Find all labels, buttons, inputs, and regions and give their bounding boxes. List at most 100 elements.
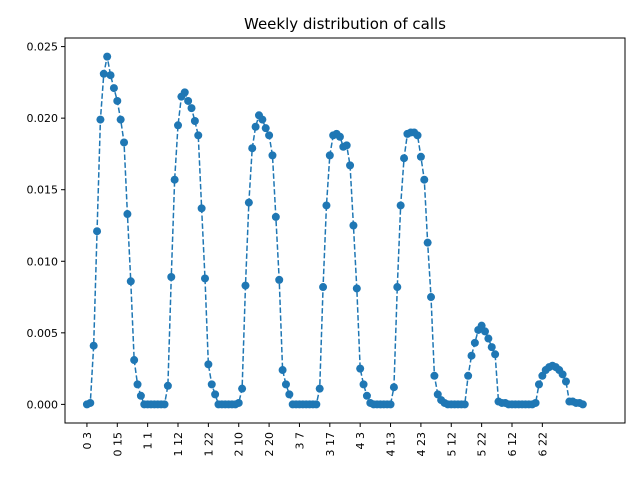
data-point — [133, 380, 142, 389]
data-point — [120, 138, 129, 147]
data-point — [190, 117, 199, 126]
x-tick-label: 3 17 — [324, 432, 337, 457]
data-point — [113, 96, 122, 105]
data-point — [234, 398, 243, 407]
data-point — [194, 131, 203, 140]
x-tick-label: 5 12 — [445, 432, 458, 457]
data-point — [413, 131, 422, 140]
y-tick-label: 0.000 — [27, 398, 59, 411]
data-point — [416, 152, 425, 161]
data-point — [136, 391, 145, 400]
data-point — [126, 277, 135, 286]
data-point — [561, 377, 570, 386]
data-point — [396, 201, 405, 210]
data-point — [285, 390, 294, 399]
data-point — [116, 115, 125, 124]
axes-frame — [64, 37, 626, 424]
data-point — [261, 124, 270, 133]
x-tick-label: 5 22 — [476, 432, 489, 457]
data-point — [268, 151, 277, 160]
x-axis: 0 3 0 15 1 1 1 12 1 22 2 10 2 20 3 7 3 17 4 3 4 13… — [81, 423, 549, 457]
data-point — [258, 115, 267, 124]
data-point — [325, 151, 334, 160]
data-point — [197, 204, 206, 213]
data-point — [275, 275, 284, 284]
x-tick-label: 1 12 — [172, 432, 185, 457]
data-point — [244, 198, 253, 207]
data-point — [238, 384, 247, 393]
x-tick-label: 1 22 — [202, 432, 215, 457]
data-point — [484, 334, 493, 343]
data-point — [400, 154, 409, 163]
data-point — [322, 201, 331, 210]
data-point — [420, 175, 429, 184]
data-point — [163, 381, 172, 390]
data-point — [130, 356, 139, 365]
x-tick-label: 6 12 — [506, 432, 519, 457]
data-point — [278, 366, 287, 375]
data-point — [315, 384, 324, 393]
data-point — [578, 400, 587, 409]
data-point — [204, 360, 213, 369]
data-point — [248, 144, 257, 153]
x-tick-label: 6 22 — [536, 432, 549, 457]
x-tick-label: 3 7 — [293, 432, 306, 450]
chart-title: Weekly distribution of calls — [244, 15, 446, 33]
data-point — [312, 400, 321, 409]
data-point — [470, 338, 479, 347]
data-point — [180, 88, 189, 97]
data-point — [460, 400, 469, 409]
data-point — [335, 132, 344, 141]
data-point — [352, 284, 361, 293]
data-point — [109, 84, 118, 93]
data-point — [103, 52, 112, 61]
y-axis: 0.000 0.005 0.010 0.015 0.020 0.025 — [27, 41, 65, 411]
data-point — [423, 238, 432, 247]
data-point — [356, 364, 365, 373]
data-point — [201, 274, 209, 283]
y-tick-label: 0.010 — [27, 255, 59, 268]
x-tick-label: 0 3 — [81, 432, 94, 450]
data-point — [342, 141, 351, 150]
data-point — [86, 398, 95, 407]
data-point — [123, 210, 132, 219]
x-tick-label: 2 10 — [233, 432, 246, 457]
data-point — [393, 283, 402, 292]
data-point — [160, 400, 169, 409]
x-tick-label: 4 13 — [385, 432, 398, 457]
data-point — [93, 227, 102, 236]
data-point — [170, 175, 179, 184]
data-point — [211, 390, 220, 399]
data-point — [534, 380, 543, 389]
data-point — [349, 221, 358, 230]
data-point — [481, 327, 489, 336]
data-point — [467, 351, 476, 360]
data-point — [389, 383, 398, 392]
data-point — [106, 71, 115, 80]
data-point — [346, 161, 355, 170]
data-point — [281, 380, 290, 389]
data-point — [167, 273, 176, 282]
data-point — [207, 380, 216, 389]
data-point — [184, 96, 193, 105]
y-tick-label: 0.015 — [27, 184, 59, 197]
y-tick-label: 0.020 — [27, 112, 59, 125]
x-tick-label: 4 23 — [415, 432, 428, 457]
series-line — [86, 56, 584, 406]
plot-area — [82, 52, 587, 409]
data-point — [558, 370, 567, 379]
x-tick-label: 4 3 — [354, 432, 367, 450]
data-point — [89, 341, 98, 350]
y-tick-label: 0.005 — [27, 327, 59, 340]
data-point — [271, 212, 280, 221]
data-point — [464, 371, 473, 380]
data-point — [430, 371, 439, 380]
data-point — [174, 121, 183, 130]
data-point — [386, 400, 395, 409]
data-point — [359, 380, 368, 389]
data-point — [99, 69, 108, 78]
data-point — [427, 293, 436, 302]
x-tick-label: 2 20 — [263, 432, 276, 457]
